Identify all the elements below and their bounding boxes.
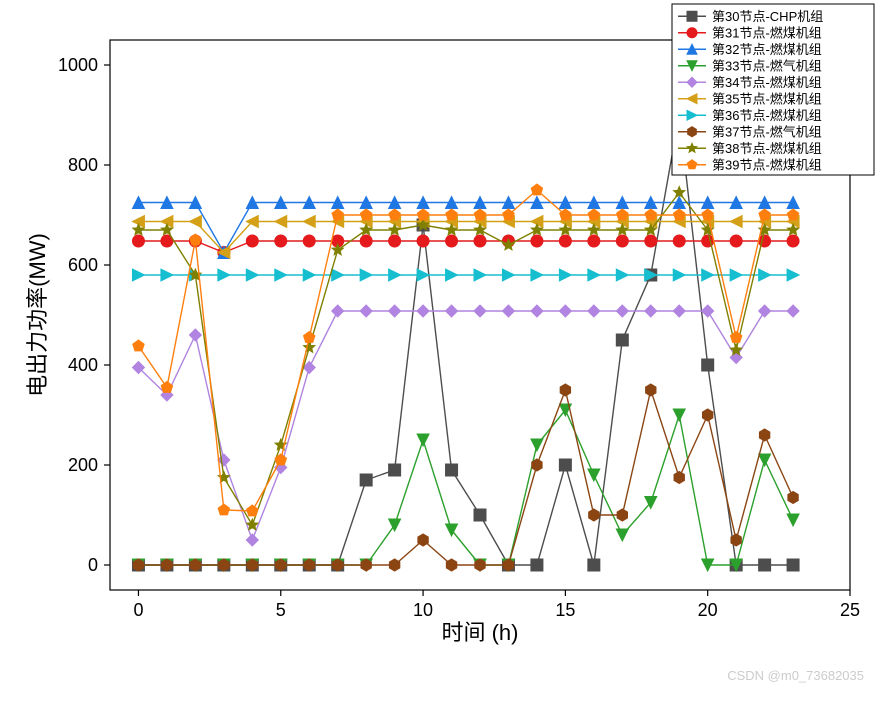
svg-text:第39节点-燃煤机组: 第39节点-燃煤机组 [712, 157, 822, 172]
svg-text:10: 10 [413, 600, 433, 620]
svg-text:5: 5 [276, 600, 286, 620]
svg-text:第38节点-燃煤机组: 第38节点-燃煤机组 [712, 141, 822, 156]
series [132, 404, 799, 571]
svg-text:400: 400 [68, 355, 98, 375]
svg-text:第33节点-燃气机组: 第33节点-燃气机组 [712, 58, 822, 73]
svg-text:0: 0 [133, 600, 143, 620]
watermark: CSDN @m0_73682035 [727, 668, 864, 683]
svg-text:第35节点-燃煤机组: 第35节点-燃煤机组 [712, 91, 822, 106]
svg-text:20: 20 [698, 600, 718, 620]
svg-text:第37节点-燃气机组: 第37节点-燃气机组 [712, 124, 822, 139]
chart-container: 0 5 10 15 20 25 0 200 400 600 800 1000 时间 (h) 电出力功率(M… [0, 0, 884, 705]
svg-text:0: 0 [88, 555, 98, 575]
svg-text:时间 (h): 时间 (h) [441, 620, 518, 645]
legend: 第30节点-CHP机组第31节点-燃煤机组第32节点-燃煤机组第33节点-燃气机… [672, 4, 874, 175]
svg-text:第34节点-燃煤机组: 第34节点-燃煤机组 [712, 75, 822, 90]
svg-text:15: 15 [555, 600, 575, 620]
svg-text:第31节点-燃煤机组: 第31节点-燃煤机组 [712, 25, 822, 40]
series [132, 269, 799, 281]
series [133, 384, 798, 571]
series [132, 109, 799, 571]
svg-text:1000: 1000 [58, 55, 98, 75]
svg-text:第36节点-燃煤机组: 第36节点-燃煤机组 [712, 108, 822, 123]
svg-text:800: 800 [68, 155, 98, 175]
svg-text:第32节点-燃煤机组: 第32节点-燃煤机组 [712, 42, 822, 57]
chart-svg: 0 5 10 15 20 25 0 200 400 600 800 1000 时间 (h) 电出力功率(M… [0, 0, 884, 705]
svg-text:200: 200 [68, 455, 98, 475]
svg-text:电出力功率(MW): 电出力功率(MW) [25, 233, 50, 397]
series [133, 184, 799, 516]
svg-text:第30节点-CHP机组: 第30节点-CHP机组 [712, 9, 823, 24]
svg-text:600: 600 [68, 255, 98, 275]
svg-text:25: 25 [840, 600, 860, 620]
